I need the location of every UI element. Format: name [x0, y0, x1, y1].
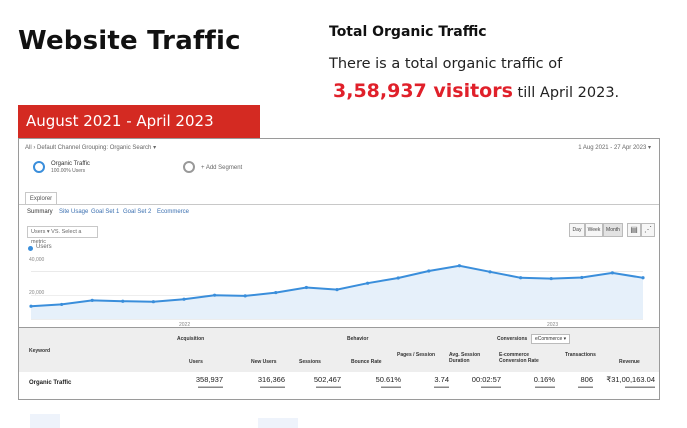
data-point[interactable]: [60, 302, 64, 307]
analytics-report-panel: All › Default Channel Grouping: Organic …: [18, 138, 660, 328]
data-point[interactable]: [213, 293, 217, 297]
add-segment-button[interactable]: + Add Segment: [201, 165, 243, 171]
segment-primary[interactable]: Organic Traffic: [51, 161, 90, 167]
y-tick-label: 40,000: [29, 257, 45, 263]
th-avg-session[interactable]: Avg. Session Duration: [449, 352, 481, 364]
subtab-goal-set-1[interactable]: Goal Set 1: [91, 209, 120, 215]
legend-label: Users: [36, 244, 52, 250]
data-point[interactable]: [396, 276, 400, 280]
data-point[interactable]: [304, 285, 308, 290]
date-range-banner: August 2021 - April 2023: [18, 105, 260, 138]
legend-dot-icon: [28, 246, 33, 251]
data-point[interactable]: [121, 299, 125, 303]
th-behavior: Behavior: [347, 336, 369, 342]
th-acquisition: Acquisition: [177, 336, 205, 342]
x-tick-label: 2023: [547, 322, 558, 327]
cell-new-users-sub: ▬▬▬▬▬: [260, 384, 285, 390]
traffic-chart: 40,000 20,000 2022 2023: [29, 257, 645, 327]
cell-revenue: ₹31,00,163.04: [606, 375, 655, 384]
cell-pages-session-sub: ▬▬▬: [434, 384, 449, 390]
stat-heading: Total Organic Traffic: [329, 24, 487, 40]
data-point[interactable]: [580, 275, 584, 280]
cell-pages-session: 3.74: [434, 375, 449, 384]
y-tick-label: 20,000: [29, 290, 45, 296]
breadcrumb[interactable]: All › Default Channel Grouping: Organic …: [25, 145, 157, 151]
data-point[interactable]: [457, 264, 461, 268]
table-header: Keyword Acquisition Behavior Conversions…: [19, 328, 659, 372]
cell-new-users: 316,366: [257, 375, 285, 384]
date-range-picker[interactable]: 1 Aug 2021 - 27 Apr 2023 ▾: [578, 145, 651, 151]
metrics-table: Keyword Acquisition Behavior Conversions…: [18, 328, 660, 400]
data-point[interactable]: [182, 297, 186, 301]
cell-users: 358,937: [195, 375, 223, 384]
cell-transactions-sub: ▬▬▬: [578, 384, 593, 390]
cell-bounce-rate: 50.61%: [375, 375, 401, 384]
stat-summary: 3,58,937 visitors till April 2023.: [333, 80, 619, 102]
data-point[interactable]: [29, 304, 33, 308]
cell-ecom-rate-sub: ▬▬▬▬: [535, 384, 555, 390]
th-bounce-rate[interactable]: Bounce Rate: [351, 359, 382, 365]
table-row: Organic Traffic 358,937 ▬▬▬▬▬ 316,366 ▬▬…: [19, 372, 659, 399]
row-label: Organic Traffic: [29, 380, 72, 386]
th-sessions[interactable]: Sessions: [299, 359, 321, 365]
x-tick-label: 2022: [179, 322, 190, 327]
data-point[interactable]: [427, 269, 431, 273]
th-revenue[interactable]: Revenue: [619, 359, 640, 365]
add-segment-circle-icon[interactable]: [183, 161, 195, 173]
cell-sessions-sub: ▬▬▬▬▬: [316, 384, 341, 390]
conversions-select[interactable]: eCommerce ▾: [531, 334, 571, 344]
decorative-shape: [258, 418, 298, 428]
subtab-goal-set-2[interactable]: Goal Set 2: [123, 209, 152, 215]
line-chart-icon[interactable]: ▤: [627, 223, 641, 237]
motion-chart-icon[interactable]: ⋰: [641, 223, 655, 237]
decorative-shape: [30, 414, 60, 428]
data-point[interactable]: [243, 294, 247, 298]
th-ecom-rate[interactable]: E-commerce Conversion Rate: [499, 352, 539, 364]
th-keyword[interactable]: Keyword: [29, 348, 51, 354]
cell-ecom-rate: 0.16%: [533, 375, 555, 384]
cell-revenue-sub: ▬▬▬▬▬▬: [625, 384, 655, 390]
th-conversions: Conversions: [497, 336, 528, 342]
stat-value: 3,58,937 visitors: [333, 80, 513, 102]
th-transactions[interactable]: Transactions: [565, 352, 596, 358]
tab-divider: [19, 204, 659, 205]
view-day-button[interactable]: Day: [569, 223, 585, 237]
cell-transactions: 806: [580, 375, 593, 384]
th-users[interactable]: Users: [189, 359, 203, 365]
view-month-button[interactable]: Month: [603, 223, 623, 237]
data-point[interactable]: [366, 281, 370, 285]
tab-explorer[interactable]: Explorer: [25, 192, 57, 205]
th-pages-session[interactable]: Pages / Session: [397, 352, 436, 358]
data-point[interactable]: [610, 271, 615, 275]
data-point[interactable]: [488, 270, 492, 274]
th-new-users[interactable]: New Users: [251, 359, 277, 365]
stat-suffix: till April 2023.: [512, 85, 620, 101]
data-point[interactable]: [335, 288, 339, 292]
cell-avg-session-sub: ▬▬▬▬: [481, 384, 501, 390]
page-title: Website Traffic: [18, 26, 241, 56]
subtab-ecommerce[interactable]: Ecommerce: [157, 209, 190, 215]
data-point[interactable]: [90, 298, 94, 302]
stat-description: There is a total organic traffic of: [329, 56, 563, 72]
metric-select[interactable]: Users ▾ VS. Select a metric: [27, 226, 98, 245]
view-week-button[interactable]: Week: [585, 223, 603, 237]
cell-avg-session: 00:02:57: [471, 375, 501, 384]
segment-circle-icon: [33, 161, 45, 173]
segment-primary-sub: 100.00% Users: [51, 168, 86, 174]
subtab-site-usage[interactable]: Site Usage: [59, 209, 89, 215]
data-point[interactable]: [274, 290, 278, 295]
cell-users-sub: ▬▬▬▬▬: [198, 384, 223, 390]
subtab-summary[interactable]: Summary: [27, 209, 53, 215]
data-point[interactable]: [641, 276, 645, 280]
data-point[interactable]: [519, 276, 523, 280]
data-point[interactable]: [549, 276, 553, 281]
cell-bounce-rate-sub: ▬▬▬▬: [381, 384, 401, 390]
data-point[interactable]: [151, 300, 155, 304]
users-area: [31, 265, 643, 319]
cell-sessions: 502,467: [313, 375, 341, 384]
